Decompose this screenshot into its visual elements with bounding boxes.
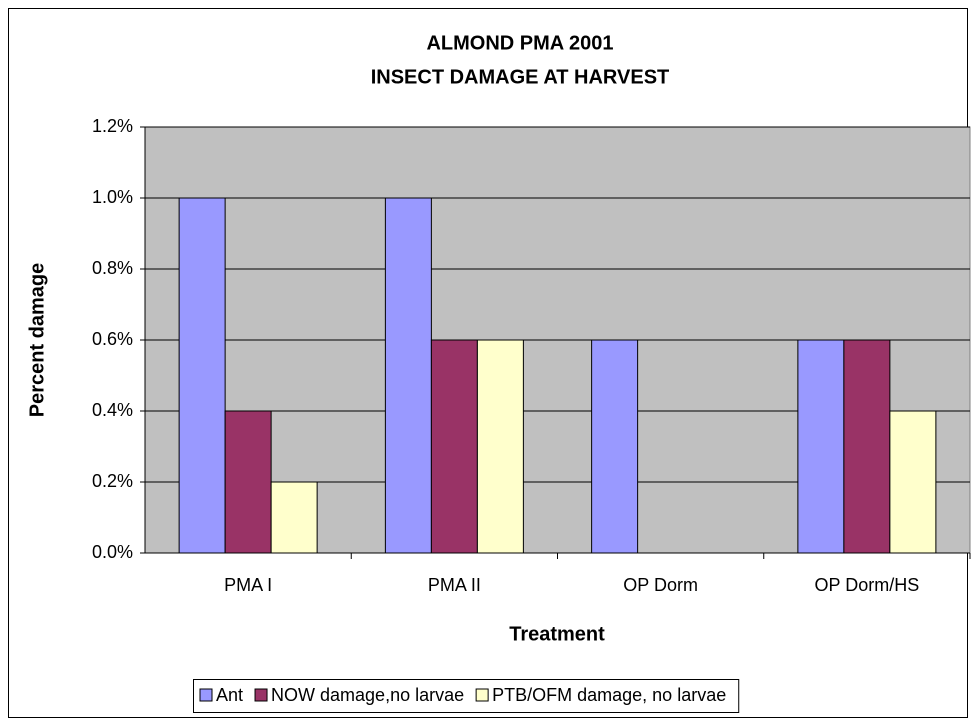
bar [384, 197, 432, 554]
y-tick-label: 0.6% [92, 329, 133, 349]
x-tick-label: OP Dorm [623, 575, 698, 595]
x-tick-label: PMA II [428, 575, 481, 595]
bar [889, 410, 937, 554]
x-tick-label: OP Dorm/HS [815, 575, 920, 595]
y-tick-label: 1.2% [92, 116, 133, 136]
bar [591, 339, 639, 554]
bar [476, 339, 524, 554]
y-tick-label: 0.8% [92, 258, 133, 278]
chart-title: ALMOND PMA 2001 [426, 32, 613, 54]
bar [270, 481, 318, 554]
legend-swatch [254, 688, 268, 702]
chart-subtitle: INSECT DAMAGE AT HARVEST [371, 66, 670, 88]
x-tick-label: PMA I [224, 575, 272, 595]
y-axis-label: Percent damage [26, 263, 48, 418]
y-tick-label: 1.0% [92, 187, 133, 207]
bar [843, 339, 891, 554]
y-tick-label: 0.4% [92, 400, 133, 420]
legend-label: NOW damage,no larvae [271, 685, 464, 705]
bar [224, 410, 272, 554]
legend-swatch [475, 688, 489, 702]
y-tick-label: 0.2% [92, 471, 133, 491]
bar [797, 339, 845, 554]
legend-swatch [199, 688, 213, 702]
legend-label: PTB/OFM damage, no larvae [492, 685, 726, 705]
bar [430, 339, 478, 554]
y-tick-label: 0.0% [92, 542, 133, 562]
legend-label: Ant [216, 685, 243, 705]
x-axis-label: Treatment [509, 623, 605, 645]
legend-box [193, 679, 740, 713]
bar [178, 197, 226, 554]
